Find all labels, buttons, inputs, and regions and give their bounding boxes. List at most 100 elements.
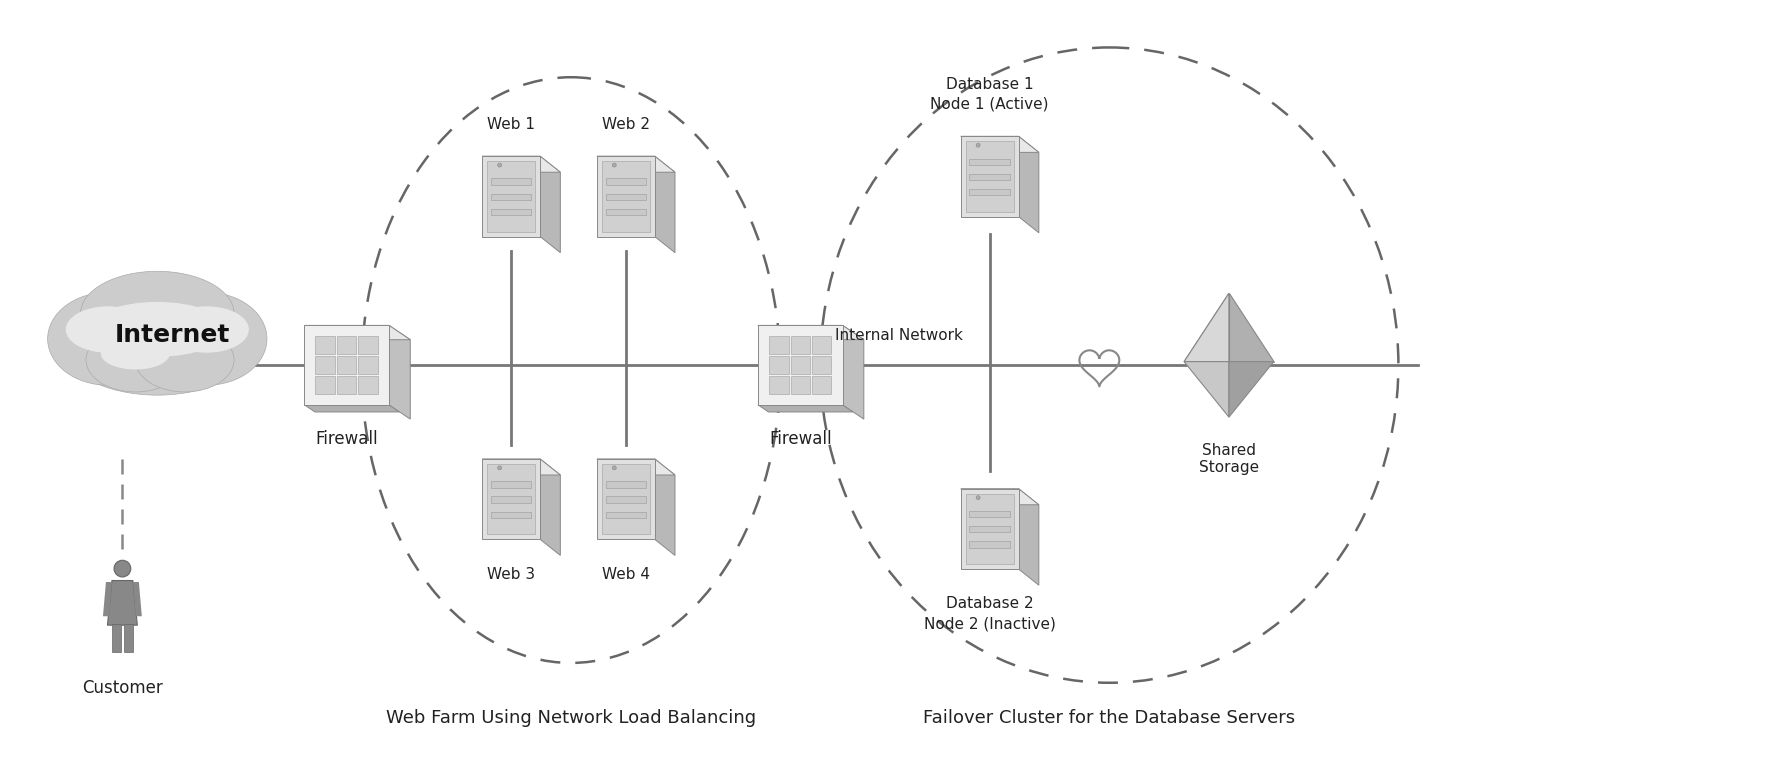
Polygon shape — [1018, 137, 1040, 233]
Circle shape — [975, 143, 981, 147]
Ellipse shape — [80, 271, 233, 356]
Polygon shape — [970, 159, 1009, 165]
Polygon shape — [1184, 361, 1228, 417]
Polygon shape — [596, 156, 675, 172]
Text: Internet: Internet — [114, 323, 230, 348]
Polygon shape — [970, 511, 1009, 518]
Text: Web 4: Web 4 — [602, 567, 650, 581]
Polygon shape — [315, 336, 335, 354]
Polygon shape — [961, 489, 1018, 569]
Polygon shape — [358, 376, 377, 394]
Polygon shape — [596, 459, 655, 540]
Polygon shape — [602, 464, 650, 534]
Polygon shape — [482, 156, 561, 172]
Polygon shape — [482, 156, 539, 237]
Polygon shape — [488, 464, 536, 534]
Polygon shape — [812, 336, 831, 354]
Ellipse shape — [135, 328, 233, 392]
Ellipse shape — [146, 292, 267, 386]
Ellipse shape — [66, 307, 150, 353]
Text: Database 1
Node 1 (Active): Database 1 Node 1 (Active) — [931, 77, 1048, 112]
Text: Failover Cluster for the Database Servers: Failover Cluster for the Database Server… — [924, 708, 1296, 726]
Text: Customer: Customer — [82, 679, 162, 697]
Polygon shape — [336, 336, 356, 354]
Polygon shape — [812, 376, 831, 394]
Polygon shape — [842, 326, 863, 419]
Polygon shape — [315, 356, 335, 374]
Polygon shape — [967, 493, 1013, 564]
Text: Database 2
Node 2 (Inactive): Database 2 Node 2 (Inactive) — [924, 597, 1056, 631]
Polygon shape — [602, 161, 650, 231]
Polygon shape — [103, 582, 112, 616]
Text: Shared
Storage: Shared Storage — [1200, 442, 1258, 475]
Polygon shape — [336, 356, 356, 374]
Ellipse shape — [101, 338, 169, 370]
Polygon shape — [970, 174, 1009, 180]
Polygon shape — [655, 459, 675, 556]
Polygon shape — [1228, 293, 1274, 361]
Polygon shape — [812, 356, 831, 374]
Polygon shape — [758, 326, 842, 405]
Ellipse shape — [48, 292, 169, 386]
Polygon shape — [491, 178, 532, 184]
Circle shape — [114, 560, 130, 577]
Polygon shape — [491, 209, 532, 215]
Polygon shape — [491, 512, 532, 518]
Polygon shape — [539, 156, 561, 253]
Polygon shape — [605, 496, 646, 502]
Polygon shape — [961, 137, 1040, 153]
Polygon shape — [769, 336, 789, 354]
Polygon shape — [304, 326, 409, 340]
Polygon shape — [769, 356, 789, 374]
Text: Web Farm Using Network Load Balancing: Web Farm Using Network Load Balancing — [386, 708, 756, 726]
Polygon shape — [304, 405, 400, 412]
Polygon shape — [539, 459, 561, 556]
Ellipse shape — [164, 307, 249, 353]
Polygon shape — [482, 459, 561, 475]
Polygon shape — [491, 194, 532, 200]
Polygon shape — [790, 356, 810, 374]
Polygon shape — [304, 326, 390, 405]
Polygon shape — [596, 156, 655, 237]
Polygon shape — [961, 137, 1018, 217]
Polygon shape — [491, 481, 532, 487]
Polygon shape — [769, 376, 789, 394]
Polygon shape — [1228, 361, 1274, 417]
Text: Web 1: Web 1 — [488, 117, 536, 132]
Polygon shape — [790, 376, 810, 394]
Circle shape — [498, 163, 502, 167]
Polygon shape — [390, 326, 409, 419]
Polygon shape — [125, 624, 134, 652]
Text: Firewall: Firewall — [769, 430, 831, 448]
Polygon shape — [605, 178, 646, 184]
Polygon shape — [790, 336, 810, 354]
Circle shape — [498, 466, 502, 470]
Polygon shape — [112, 624, 121, 652]
Polygon shape — [967, 141, 1013, 212]
Polygon shape — [482, 459, 539, 540]
Polygon shape — [758, 326, 863, 340]
Text: Internal Network: Internal Network — [835, 328, 963, 343]
Polygon shape — [336, 376, 356, 394]
Polygon shape — [134, 582, 142, 616]
Polygon shape — [1184, 293, 1228, 361]
Polygon shape — [758, 405, 853, 412]
Polygon shape — [596, 459, 675, 475]
Ellipse shape — [89, 302, 226, 357]
Polygon shape — [970, 541, 1009, 548]
Polygon shape — [488, 161, 536, 231]
Polygon shape — [491, 496, 532, 502]
Text: Web 3: Web 3 — [488, 567, 536, 581]
Polygon shape — [358, 356, 377, 374]
Text: Firewall: Firewall — [315, 430, 377, 448]
Ellipse shape — [59, 285, 256, 395]
Ellipse shape — [85, 328, 185, 392]
Polygon shape — [107, 581, 137, 625]
Polygon shape — [605, 481, 646, 487]
Polygon shape — [970, 526, 1009, 533]
Text: Web 2: Web 2 — [602, 117, 650, 132]
Polygon shape — [961, 489, 1040, 505]
Circle shape — [975, 496, 981, 499]
Polygon shape — [1184, 293, 1228, 361]
Polygon shape — [1018, 489, 1040, 585]
